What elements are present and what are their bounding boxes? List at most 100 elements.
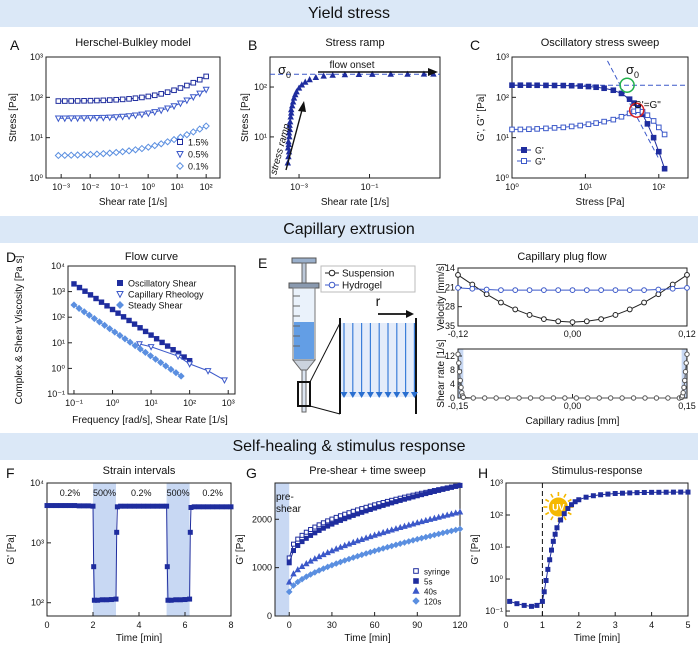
y-tick-label-A: 10⁰: [29, 173, 43, 183]
data-point-C: [585, 121, 592, 128]
data-point-H: [649, 489, 655, 495]
data-point-A: [80, 115, 88, 123]
data-point-D: [121, 335, 129, 343]
data-point-B: [420, 70, 428, 77]
shaded-interval-F: [166, 483, 190, 616]
x-tick-label-A: 10⁻³: [52, 182, 70, 192]
data-point-G: [372, 505, 378, 511]
data-point-A: [158, 91, 164, 97]
data-point-E-top: [598, 316, 605, 322]
y-tick-label-E-bottom: 12: [445, 351, 455, 361]
data-point-F: [81, 503, 87, 509]
y-tick-label-D: 10⁴: [51, 261, 65, 271]
data-point-F: [85, 503, 91, 509]
data-point-A: [106, 149, 114, 157]
data-point-E-top: [641, 287, 647, 293]
y-tick-label-F: 10⁴: [30, 478, 44, 488]
data-point-H: [539, 598, 545, 604]
data-point-G: [443, 511, 451, 518]
x-axis-label-G: Time [min]: [344, 633, 391, 644]
data-point-H: [576, 497, 582, 503]
y-tick-label-A: 10³: [30, 52, 43, 62]
data-point-B: [292, 91, 299, 98]
x-tick-label-E-top: 0,00: [564, 329, 582, 339]
sun-ray-icon: [567, 511, 572, 516]
data-point-H: [547, 557, 553, 563]
data-point-G: [354, 537, 361, 544]
y-tick-label-D: 10¹: [52, 338, 65, 348]
data-point-B: [286, 118, 294, 125]
y-axis-label-A: Stress [Pa]: [8, 93, 19, 142]
legend-label-E: Hydrogel: [342, 281, 382, 292]
data-point-G: [350, 512, 356, 518]
data-point-A: [145, 93, 152, 100]
panel-letter-E: E: [258, 255, 267, 271]
data-point-D: [104, 303, 110, 309]
panel-letter-F: F: [6, 465, 15, 481]
data-point-B: [286, 125, 294, 133]
data-point-A: [203, 73, 209, 80]
data-point-A: [144, 143, 153, 151]
x-axis-label-D: Frequency [rad/s], Shear Rate [1/s]: [72, 415, 228, 426]
preshear-label-G2: shear: [276, 504, 302, 515]
data-point-E-bottom: [455, 351, 461, 357]
x-tick-label-A: 10²: [200, 182, 213, 192]
data-point-A: [164, 89, 171, 95]
needle-zoom-box: [297, 381, 311, 407]
data-point-D: [126, 317, 132, 324]
interval-label-F: 0.2%: [131, 488, 152, 498]
flow-velocity-arrowhead: [402, 392, 410, 398]
data-point-F: [223, 504, 229, 510]
data-point-E-top: [569, 319, 576, 326]
stress-ramp-arrow-B: [285, 109, 303, 171]
data-point-D: [115, 310, 121, 316]
data-point-G: [337, 517, 343, 523]
data-point-G: [409, 520, 417, 527]
data-point-G: [436, 487, 442, 493]
data-point-E-bottom: [683, 360, 689, 366]
chart-title-C: Oscillatory stress sweep: [541, 37, 660, 49]
data-point-H: [605, 491, 611, 497]
x-tick-label-A: 10⁰: [141, 182, 155, 192]
data-point-H: [541, 589, 547, 595]
data-point-A: [138, 144, 146, 153]
data-point-E-bottom: [460, 394, 467, 400]
data-point-C: [509, 82, 515, 88]
data-point-D: [148, 332, 154, 338]
y-tick-label-E-top: 21: [445, 282, 455, 292]
panel-letter-D: D: [6, 249, 16, 265]
legend-label-A: 1.5%: [188, 138, 209, 148]
data-point-E-bottom: [456, 360, 462, 366]
section-band-healing: [0, 433, 698, 460]
x-tick-label-G: 90: [412, 620, 422, 630]
data-point-G: [312, 524, 318, 530]
data-point-E-top: [512, 306, 519, 313]
section-title-healing: Self-healing & stimulus response: [232, 438, 466, 455]
data-point-C: [551, 82, 558, 89]
legend-marker-G: [412, 597, 420, 605]
data-point-G: [414, 519, 421, 526]
data-point-D: [126, 338, 134, 346]
data-point-H: [534, 602, 540, 608]
data-point-G: [312, 530, 318, 536]
x-tick-label-H: 5: [685, 620, 690, 630]
data-point-F: [141, 503, 147, 509]
y-tick-label-H: 10⁻¹: [485, 606, 503, 616]
data-point-C: [610, 116, 617, 123]
data-point-F: [214, 504, 220, 510]
data-point-A: [100, 97, 107, 104]
data-point-C: [610, 87, 617, 94]
plot-frame-H: [505, 482, 689, 617]
legend-label-E: Suspension: [342, 269, 394, 280]
y-axis-label-E-top: Velocity [mm/s]: [436, 263, 447, 330]
data-point-H: [569, 502, 575, 508]
data-point-G: [328, 547, 336, 554]
data-point-H: [598, 492, 604, 498]
data-point-H: [663, 489, 669, 495]
x-tick-label-C: 10¹: [579, 182, 592, 192]
data-point-A: [176, 100, 185, 108]
data-point-E-top: [655, 286, 662, 293]
data-point-F: [228, 504, 234, 510]
sun-ray-icon: [563, 516, 567, 521]
data-point-B: [306, 76, 313, 83]
